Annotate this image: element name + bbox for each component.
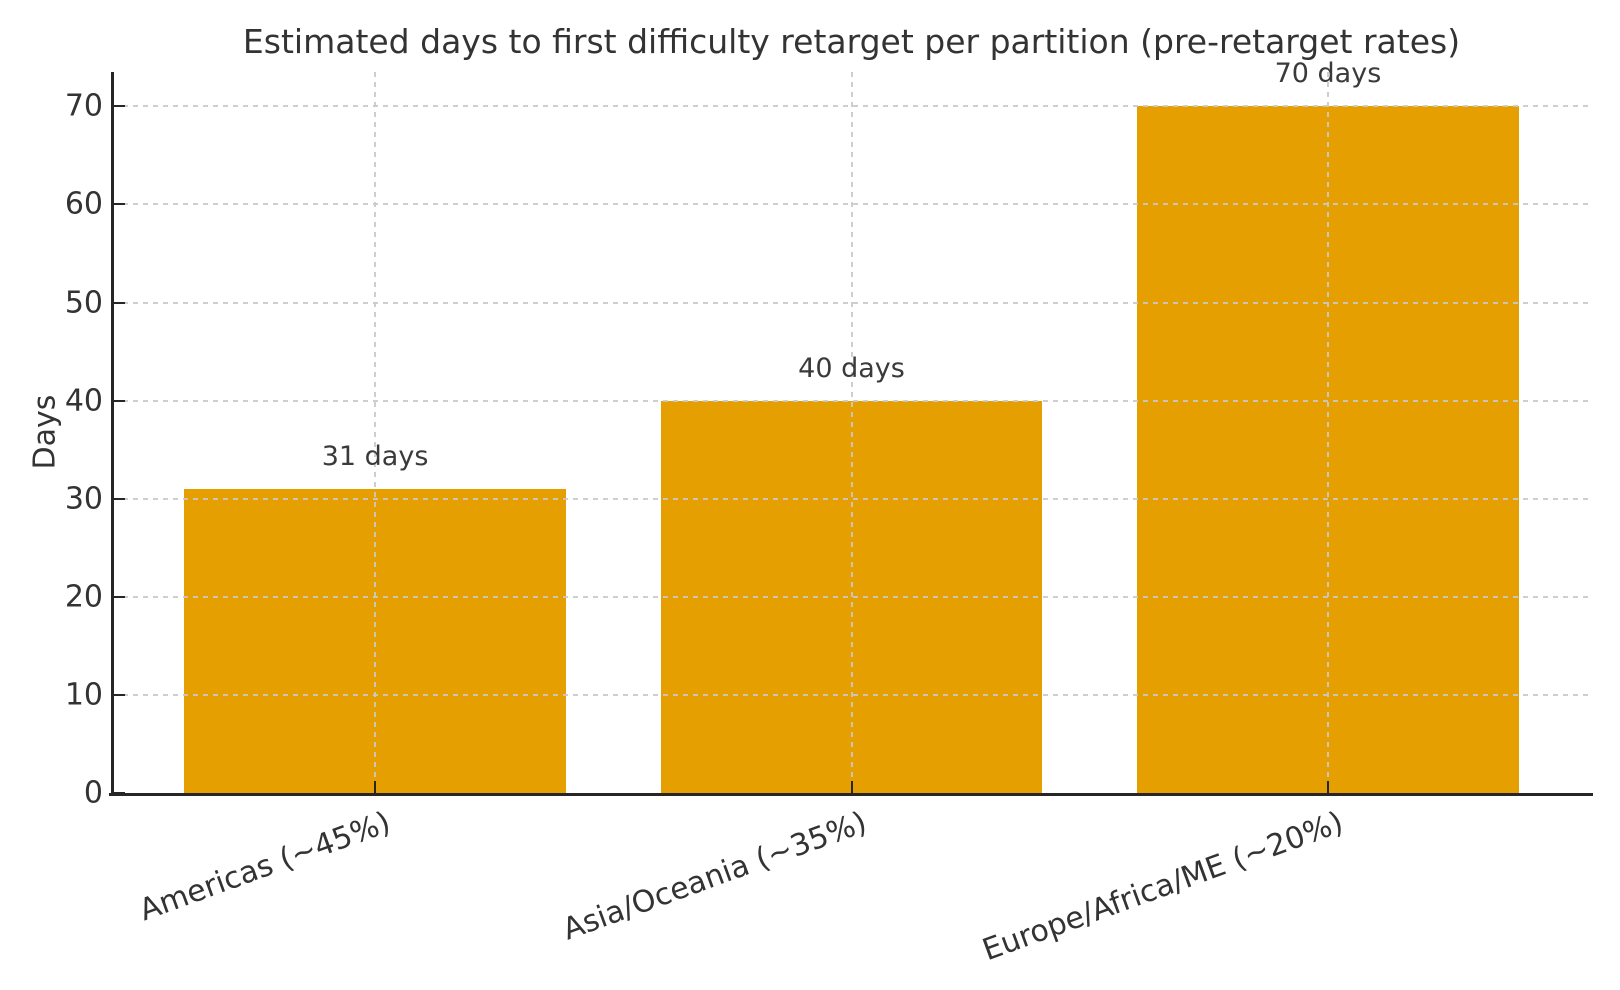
y-tick-label: 0 [83,775,103,811]
y-tick-label: 40 [64,383,103,419]
x-tick-mark [374,781,377,793]
y-tick-mark [113,693,125,696]
y-tick-mark [113,105,125,108]
chart-title: Estimated days to first difficulty retar… [242,22,1461,61]
gridline-vertical [374,72,377,793]
bar-value-label: 31 days [321,440,429,472]
x-axis-spine [109,793,1593,796]
y-tick-label: 60 [64,186,103,222]
x-tick-label: Europe/Africa/ME (~20%) [978,805,1348,969]
bar-value-label: 70 days [1274,58,1382,90]
y-tick-mark [113,301,125,304]
y-tick-mark [113,595,125,598]
y-tick-mark [113,792,125,794]
x-tick-mark [850,781,853,793]
gridline-vertical [1326,72,1329,793]
y-tick-label: 70 [64,88,103,124]
y-tick-label: 20 [64,579,103,615]
gridline-vertical [850,72,853,793]
y-tick-label: 30 [64,481,103,517]
y-tick-mark [113,497,125,500]
y-tick-mark [113,399,125,402]
y-tick-label: 50 [64,285,103,321]
bar-value-label: 40 days [798,352,905,384]
x-tick-mark [1326,781,1329,793]
x-tick-label: Asia/Oceania (~35%) [558,805,872,948]
y-tick-mark [113,203,125,206]
x-tick-label: Americas (~45%) [134,805,396,929]
y-tick-label: 10 [64,677,103,713]
y-axis-spine [111,72,114,796]
